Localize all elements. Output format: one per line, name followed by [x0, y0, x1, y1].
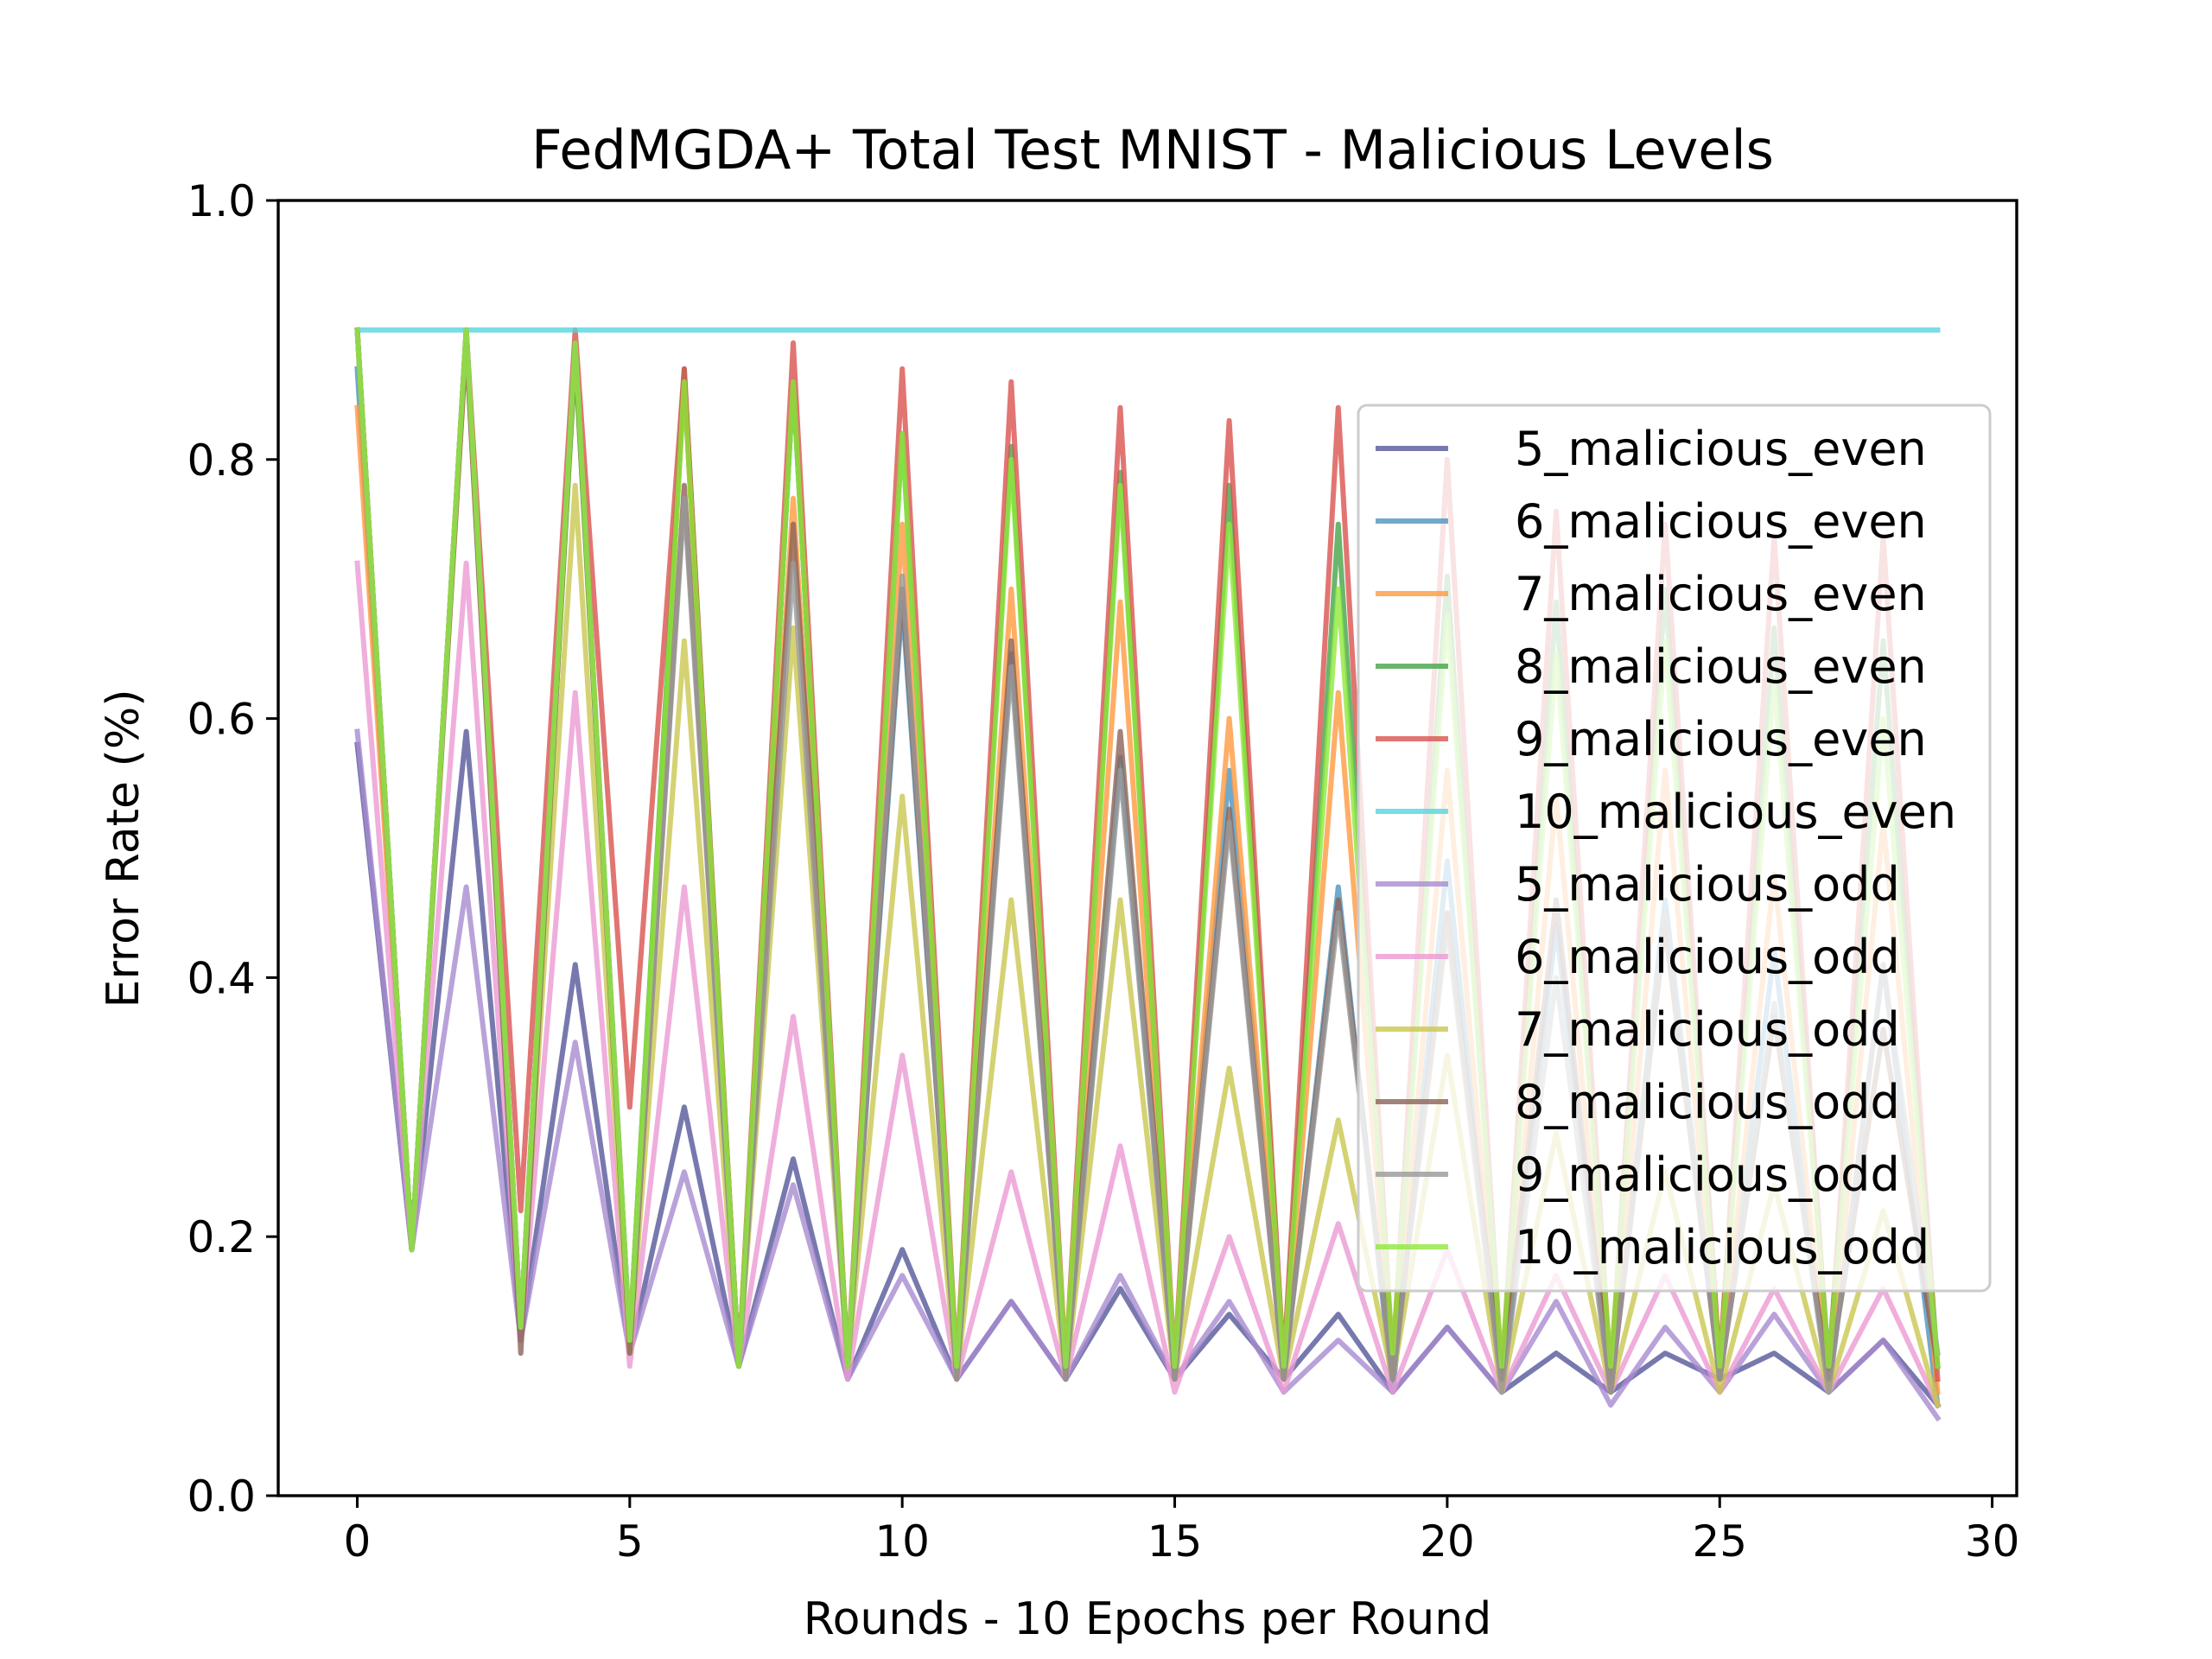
x-tick-label: 0 [344, 1516, 372, 1567]
legend-items: 5_malicious_even 6_malicious_even 7_malici… [1376, 422, 1956, 1274]
y-tick-label: 0.8 [187, 435, 256, 486]
x-tick-label: 20 [1420, 1516, 1475, 1567]
legend-frame [1357, 404, 1992, 1293]
chart-title: FedMGDA+ Total Test MNIST - Malicious Le… [531, 118, 1774, 181]
x-tick-label: 30 [1965, 1516, 2020, 1567]
y-tick-label: 0.0 [187, 1471, 256, 1522]
x-tick-label: 10 [874, 1516, 930, 1567]
y-tick-label: 0.4 [187, 953, 256, 1003]
y-tick-label: 0.6 [187, 695, 256, 745]
legend-label-10_malicious_odd: 10_malicious_odd [1515, 1220, 1929, 1274]
x-axis-ticks: 0 5 10 15 20 25 30 [344, 1496, 2020, 1567]
legend-label-6_malicious_odd: 6_malicious_odd [1515, 930, 1900, 984]
y-tick-label: 1.0 [187, 176, 256, 226]
x-tick-label: 25 [1692, 1516, 1747, 1567]
legend-label-8_malicious_even: 8_malicious_even [1515, 639, 1927, 694]
plot-frame [276, 199, 2018, 1497]
series-line-6_malicious_odd [354, 560, 1942, 1409]
legend-label-10_malicious_even: 10_malicious_even [1515, 785, 1956, 839]
legend-label-7_malicious_even: 7_malicious_even [1515, 567, 1927, 621]
legend-label-9_malicious_even: 9_malicious_even [1515, 712, 1927, 766]
series-line-5_malicious_odd [354, 728, 1942, 1422]
legend-label-5_malicious_even: 5_malicious_even [1515, 422, 1927, 476]
y-tick-label: 0.2 [187, 1212, 256, 1262]
legend: 5_malicious_even 6_malicious_even 7_malici… [1357, 404, 1992, 1293]
legend-label-9_malicious_odd: 9_malicious_odd [1515, 1147, 1900, 1202]
legend-label-7_malicious_odd: 7_malicious_odd [1515, 1002, 1900, 1057]
legend-label-5_malicious_odd: 5_malicious_odd [1515, 857, 1900, 912]
x-axis-label: Rounds - 10 Epochs per Round [804, 1593, 1491, 1645]
x-tick-label: 5 [616, 1516, 644, 1567]
legend-label-6_malicious_even: 6_malicious_even [1515, 494, 1927, 549]
y-axis-ticks: 0.0 0.2 0.4 0.6 0.8 1.0 [187, 176, 278, 1522]
legend-label-8_malicious_odd: 8_malicious_odd [1515, 1075, 1900, 1129]
y-axis-label: Error Rate (%) [98, 689, 149, 1007]
x-tick-label: 15 [1147, 1516, 1203, 1567]
